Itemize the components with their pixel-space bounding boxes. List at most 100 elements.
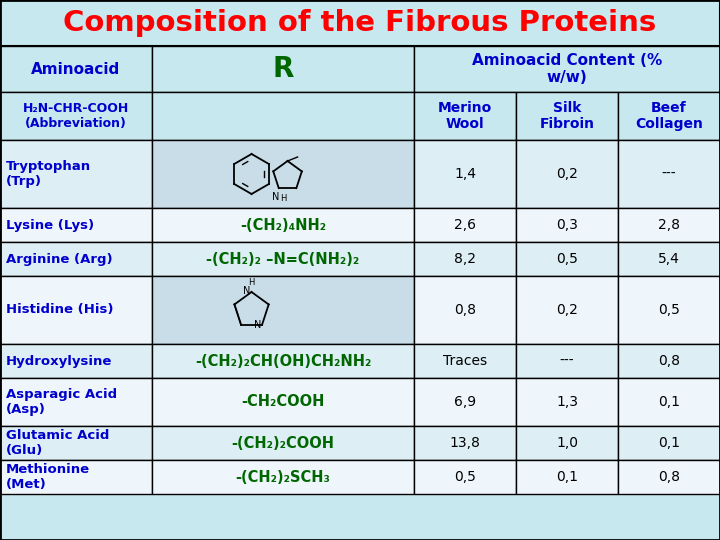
Bar [618,140,720,208]
Text: 0,3: 0,3 [556,218,578,232]
Bar [618,460,720,494]
Text: 8,2: 8,2 [454,252,476,266]
Bar [516,344,618,378]
Text: 0,8: 0,8 [658,470,680,484]
Text: 0,1: 0,1 [556,470,578,484]
Text: Asparagic Acid
(Asp): Asparagic Acid (Asp) [6,388,117,416]
Text: 2,8: 2,8 [658,218,680,232]
Text: Lysine (Lys): Lysine (Lys) [6,219,94,232]
Text: 2,6: 2,6 [454,218,476,232]
Bar [152,426,414,460]
Text: Composition of the Fibrous Proteins: Composition of the Fibrous Proteins [63,9,657,37]
Bar [152,92,414,140]
Bar [618,426,720,460]
Bar [0,140,152,208]
Bar [618,92,720,140]
Bar [516,92,618,140]
Bar [0,208,152,242]
Bar [0,46,152,92]
Text: Merino
Wool: Merino Wool [438,101,492,131]
Bar [618,344,720,378]
Text: H: H [248,278,255,287]
Bar [152,344,414,378]
Text: 0,5: 0,5 [556,252,578,266]
Text: Beef
Collagen: Beef Collagen [635,101,703,131]
Bar [152,276,414,344]
Bar [516,276,618,344]
Text: -(CH₂)₄NH₂: -(CH₂)₄NH₂ [240,218,326,233]
Text: 0,1: 0,1 [658,436,680,450]
Text: Histidine (His): Histidine (His) [6,303,114,316]
Bar [0,460,152,494]
Bar [152,140,414,208]
Bar [414,426,516,460]
Bar [414,242,516,276]
Text: 0,2: 0,2 [556,303,578,317]
Text: Hydroxylysine: Hydroxylysine [6,354,112,368]
Bar [414,276,516,344]
Bar [516,242,618,276]
Text: N: N [243,286,251,296]
Text: Glutamic Acid
(Glu): Glutamic Acid (Glu) [6,429,109,457]
Text: Aminoacid Content (%
w/w): Aminoacid Content (% w/w) [472,53,662,85]
Text: 1,3: 1,3 [556,395,578,409]
Text: H: H [281,194,287,203]
Text: 0,8: 0,8 [658,354,680,368]
Bar [0,0,720,46]
Text: Silk
Fibroin: Silk Fibroin [539,101,595,131]
Text: -(CH₂)₂ –N=C(NH₂)₂: -(CH₂)₂ –N=C(NH₂)₂ [207,252,359,267]
Bar [414,378,516,426]
Text: Traces: Traces [443,354,487,368]
Bar [0,344,152,378]
Bar [516,140,618,208]
Text: ---: --- [559,354,575,368]
Text: N: N [272,192,279,202]
Bar [414,460,516,494]
Bar [152,378,414,426]
Text: -(CH₂)₂CH(OH)CH₂NH₂: -(CH₂)₂CH(OH)CH₂NH₂ [195,354,372,368]
Bar [414,92,516,140]
Text: 0,5: 0,5 [454,470,476,484]
Text: H₂N-CHR-COOH
(Abbreviation): H₂N-CHR-COOH (Abbreviation) [23,102,129,130]
Text: 6,9: 6,9 [454,395,476,409]
Bar [414,46,720,92]
Text: 5,4: 5,4 [658,252,680,266]
Bar [152,46,414,92]
Bar [0,92,152,140]
Text: Aminoacid: Aminoacid [32,62,121,77]
Text: 0,2: 0,2 [556,167,578,181]
Text: ---: --- [662,167,676,181]
Text: Tryptophan
(Trp): Tryptophan (Trp) [6,160,91,188]
Bar [414,344,516,378]
Text: -CH₂COOH: -CH₂COOH [241,395,325,409]
Text: 13,8: 13,8 [449,436,480,450]
Bar [152,460,414,494]
Bar [516,378,618,426]
Bar [516,460,618,494]
Text: 0,8: 0,8 [454,303,476,317]
Bar [516,208,618,242]
Bar [414,208,516,242]
Text: 1,0: 1,0 [556,436,578,450]
Bar [618,378,720,426]
Text: R: R [272,55,294,83]
Text: Methionine
(Met): Methionine (Met) [6,463,90,491]
Bar [0,378,152,426]
Bar [414,140,516,208]
Bar [152,208,414,242]
Bar [0,426,152,460]
Text: 1,4: 1,4 [454,167,476,181]
Bar [0,276,152,344]
Bar [0,242,152,276]
Text: 0,5: 0,5 [658,303,680,317]
Text: -(CH₂)₂SCH₃: -(CH₂)₂SCH₃ [235,469,330,484]
Text: Arginine (Arg): Arginine (Arg) [6,253,112,266]
Text: 0,1: 0,1 [658,395,680,409]
Bar [618,208,720,242]
Bar [618,242,720,276]
Bar [618,276,720,344]
Bar [152,242,414,276]
Text: N: N [253,320,261,329]
Text: -(CH₂)₂COOH: -(CH₂)₂COOH [232,435,335,450]
Bar [516,426,618,460]
